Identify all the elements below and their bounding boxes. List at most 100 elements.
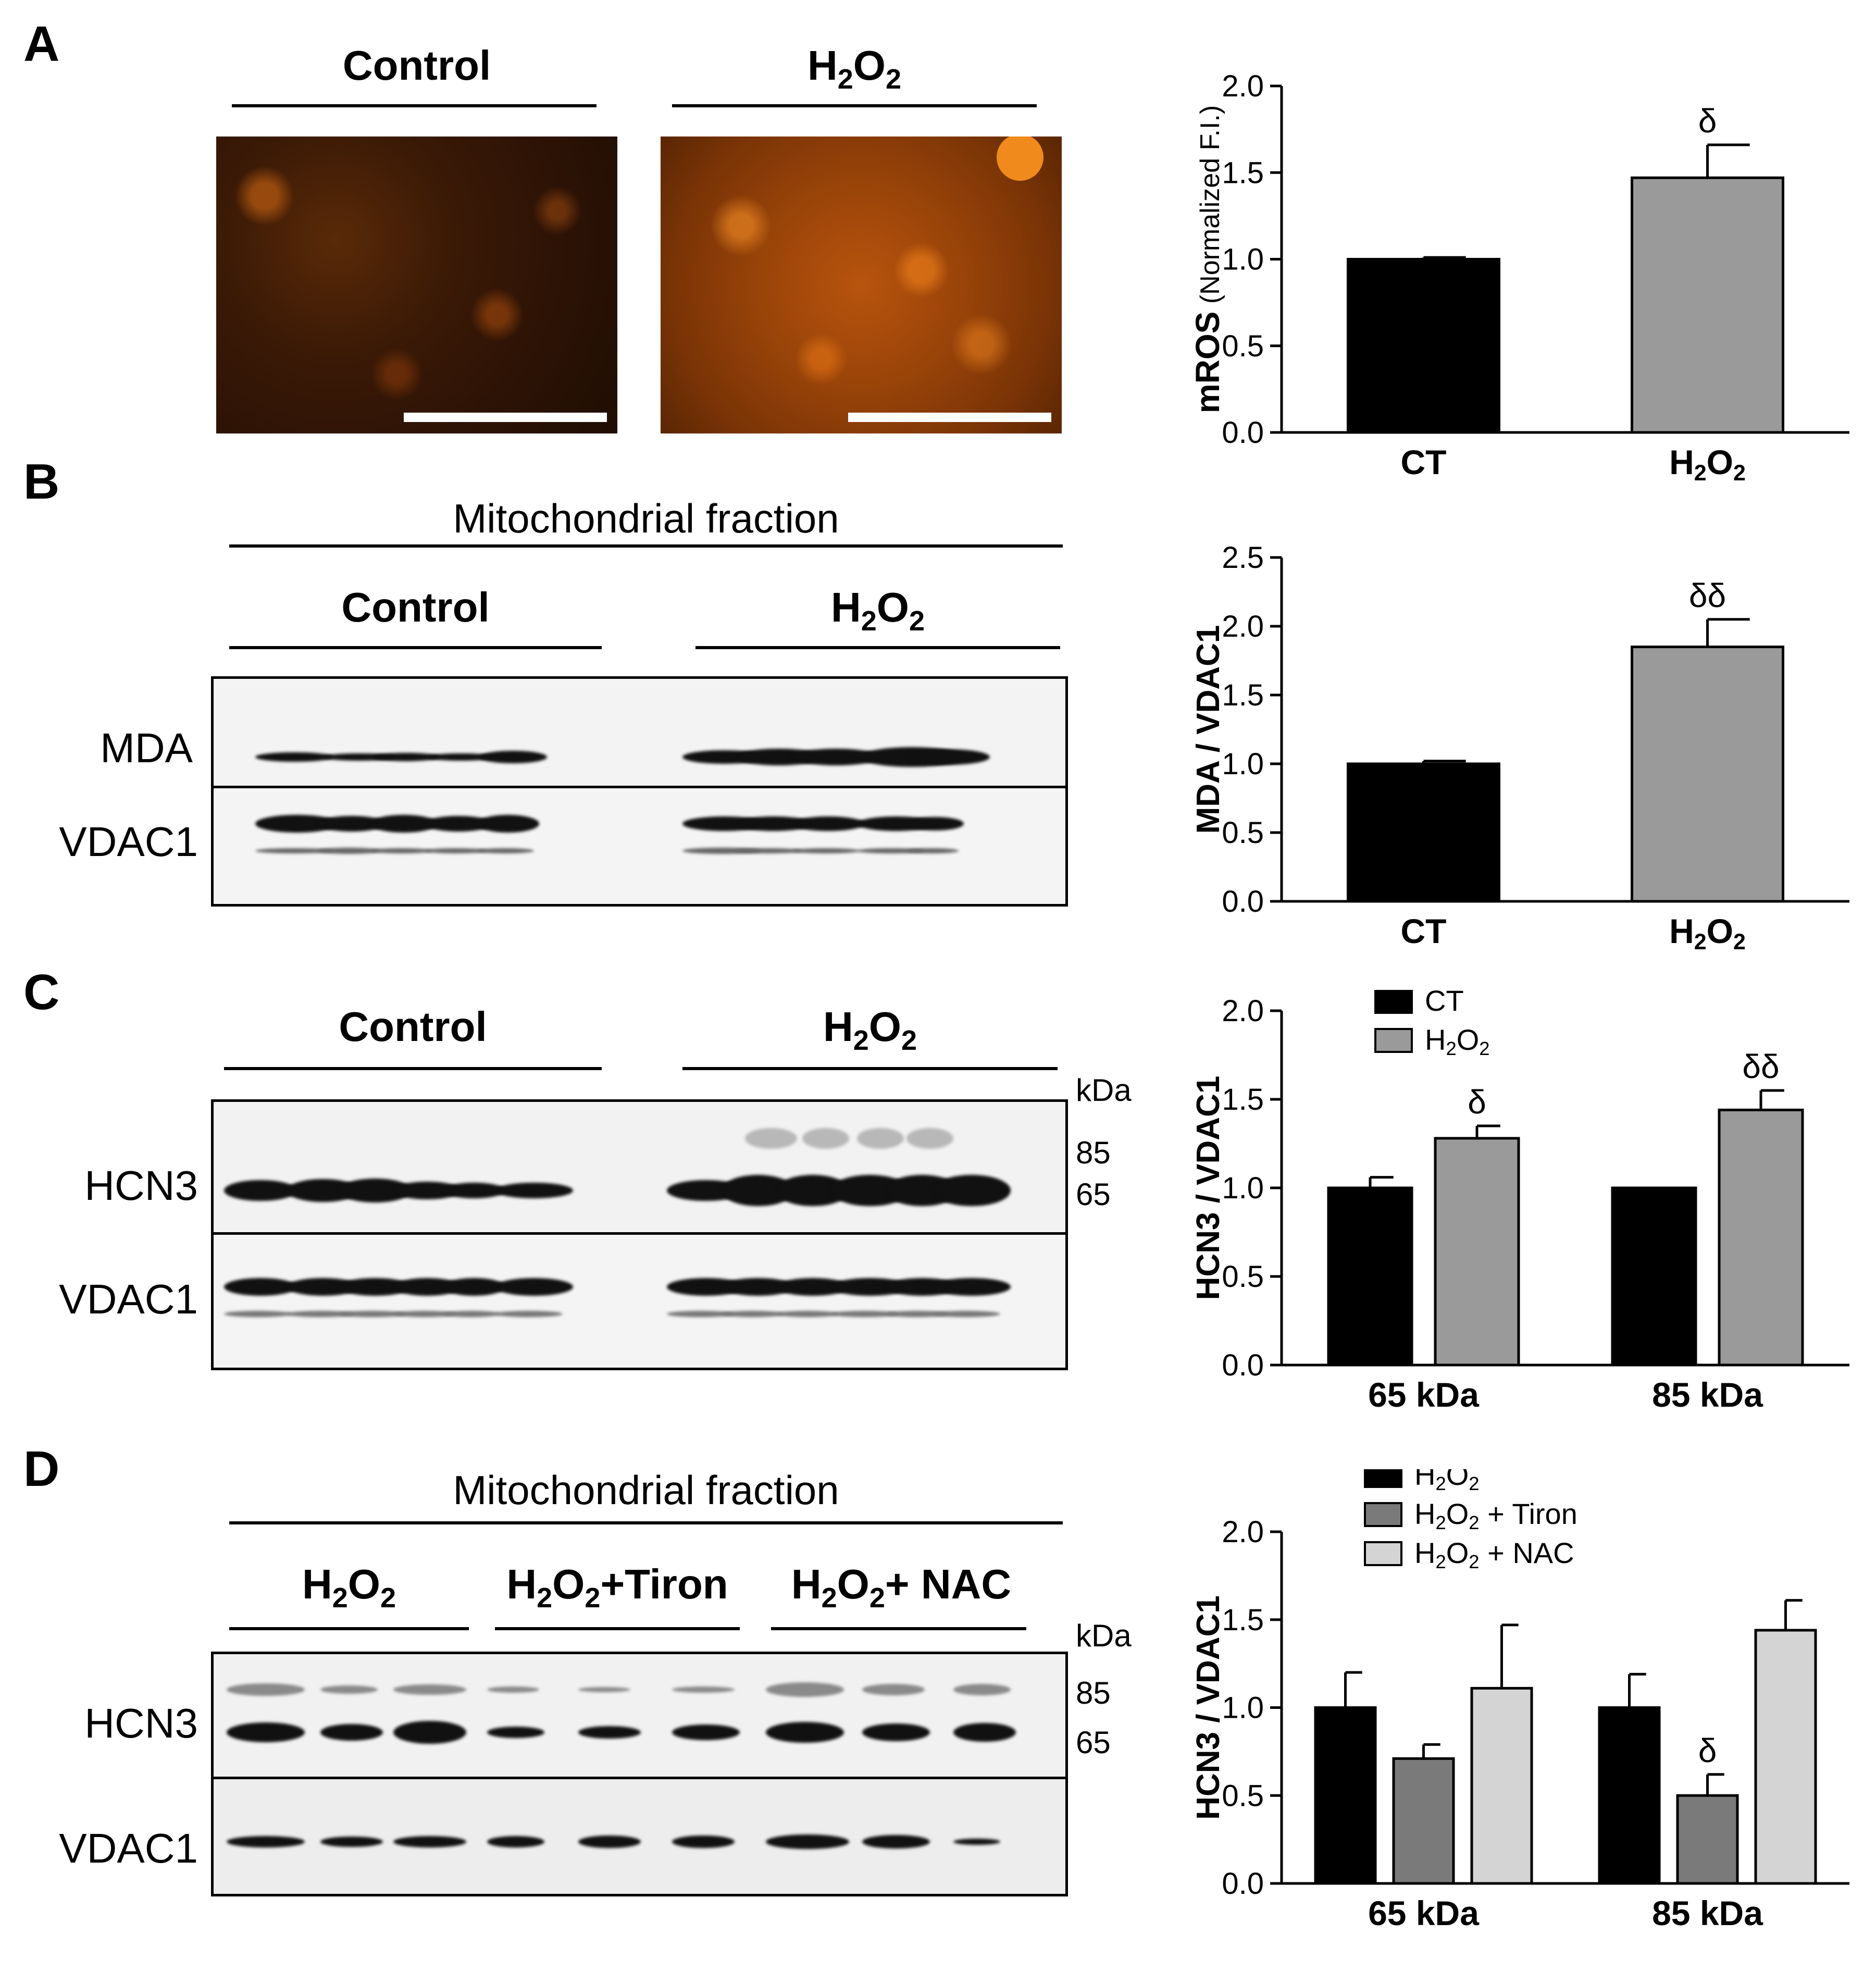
legend-swatch <box>1364 1469 1402 1488</box>
blot-hcn3-c <box>211 1099 1068 1237</box>
blot-band <box>425 848 487 853</box>
bar <box>1470 1686 1533 1885</box>
significance-mark: δ <box>1698 1732 1717 1769</box>
bar <box>1718 1108 1804 1367</box>
mw-marker-85-d: 85 <box>1076 1676 1111 1710</box>
blot-band <box>495 1311 563 1317</box>
significance-mark: δ <box>1698 102 1717 140</box>
blot-band <box>672 1835 735 1848</box>
significance-mark: δδ <box>1742 1048 1779 1085</box>
scale-bar <box>848 413 1051 422</box>
blot-band <box>906 817 964 830</box>
blot-band <box>495 1278 573 1296</box>
blot-band <box>318 848 380 854</box>
blot-band <box>953 1839 1000 1845</box>
blot-band <box>477 815 539 833</box>
bar <box>1314 1706 1377 1885</box>
fraction-rule-d <box>229 1521 1063 1524</box>
fraction-rule-b <box>229 544 1063 548</box>
y-tick-label: 0.5 <box>1222 1779 1264 1813</box>
blot-hcn3-d <box>211 1652 1068 1782</box>
blot-band <box>862 1835 930 1849</box>
blot-band <box>672 1725 740 1740</box>
mw-marker-65-c: 65 <box>1076 1177 1111 1212</box>
bar <box>1392 1757 1455 1885</box>
bar <box>1631 176 1784 434</box>
y-tick-label: 1.0 <box>1222 243 1264 277</box>
blot-row-label-vdac1-d: VDAC1 <box>59 1825 198 1871</box>
blot-band <box>792 848 860 853</box>
blot-band <box>255 848 333 853</box>
group-rule-h2o2-a <box>672 104 1037 107</box>
bar <box>1611 1186 1697 1367</box>
group-rule-control-a <box>232 104 597 107</box>
y-axis-label-text: mROS (Normalized F.I.) <box>1189 105 1226 413</box>
blot-band <box>443 1311 500 1317</box>
panel-letter-b: B <box>23 454 60 510</box>
legend-label: H2O2 <box>1425 1023 1490 1059</box>
mw-marker-85-c: 85 <box>1076 1135 1111 1170</box>
blot-band <box>933 1175 1011 1206</box>
blot-band <box>933 1311 1000 1317</box>
y-tick-label: 1.0 <box>1222 747 1264 781</box>
y-axis-label-text: HCN3 / VDAC1 <box>1190 1076 1226 1300</box>
y-tick-label: 0.0 <box>1222 416 1264 450</box>
blot-band <box>487 1686 539 1693</box>
blot-band <box>766 1722 844 1743</box>
blot-band <box>906 1128 953 1149</box>
blot-band <box>766 1682 844 1697</box>
x-tick-label: CT <box>1401 912 1447 950</box>
bar <box>1434 1137 1520 1367</box>
micrograph-h2o2 <box>661 137 1062 433</box>
blot-row-label-mda: MDA <box>100 725 193 771</box>
blot-band <box>487 1727 544 1738</box>
blot-band <box>857 1128 904 1149</box>
blot-band <box>224 1180 297 1201</box>
blot-band <box>477 848 534 853</box>
y-tick-label: 0.5 <box>1222 329 1264 363</box>
blot-band <box>766 1834 849 1849</box>
group-rule-control-c <box>224 1067 602 1070</box>
y-axis-label: mROS (Normalized F.I.) <box>1189 105 1226 413</box>
y-axis-label: HCN3 / VDAC1 <box>1190 1076 1226 1300</box>
y-tick-label: 0.5 <box>1222 816 1264 850</box>
panel-letter-a: A <box>23 16 60 72</box>
blot-vdac1-c <box>211 1232 1068 1370</box>
blot-band <box>735 848 802 853</box>
y-tick-label: 1.0 <box>1222 1691 1264 1725</box>
group-label-control-c: Control <box>339 1003 487 1050</box>
y-axis-label: HCN3 / VDAC1 <box>1190 1595 1226 1820</box>
y-tick-label: 1.5 <box>1222 1603 1264 1637</box>
bar <box>1347 762 1500 903</box>
group-label-h2o2-c: H2O2 <box>823 1003 917 1056</box>
blot-band <box>857 848 925 853</box>
blot-mda <box>211 676 1068 791</box>
blot-band <box>578 1726 641 1739</box>
group-label-h2o2-d: H2O2 <box>302 1561 396 1614</box>
y-tick-label: 2.0 <box>1222 610 1264 643</box>
y-tick-label: 1.0 <box>1222 1171 1264 1205</box>
blot-band <box>320 1724 383 1741</box>
chart-hcn3-d: 0.0 0.5 1.0 1.5 2.0 HCN3 / VDAC1 65 kDa δ 85 kDa… <box>1190 1469 1849 1932</box>
legend-swatch <box>1374 1028 1413 1053</box>
y-tick-label: 0.0 <box>1222 885 1264 919</box>
kda-label-c: kDa <box>1076 1073 1132 1108</box>
panel-letter-d: D <box>23 1441 60 1497</box>
legend-label: H2O2 <box>1414 1469 1480 1494</box>
blot-band <box>479 751 547 763</box>
significance-mark: δ <box>1468 1083 1486 1121</box>
blot-band <box>862 1684 925 1695</box>
group-label-tiron-d: H2O2+Tiron <box>506 1561 728 1614</box>
chart-hcn3-c: 0.0 0.5 1.0 1.5 2.0 HCN3 / VDAC1 δ 65 kDa δδ 85 k… <box>1190 990 1849 1414</box>
y-tick-label: 1.5 <box>1222 156 1264 190</box>
blot-band <box>722 1311 784 1317</box>
legend-swatch <box>1364 1541 1402 1566</box>
x-tick-label: CT <box>1401 443 1447 481</box>
y-tick-label: 2.0 <box>1222 69 1264 103</box>
bar <box>1327 1186 1413 1367</box>
blot-band <box>287 1311 354 1317</box>
y-tick-label: 0.5 <box>1222 1260 1264 1294</box>
blot-band <box>224 1311 292 1317</box>
